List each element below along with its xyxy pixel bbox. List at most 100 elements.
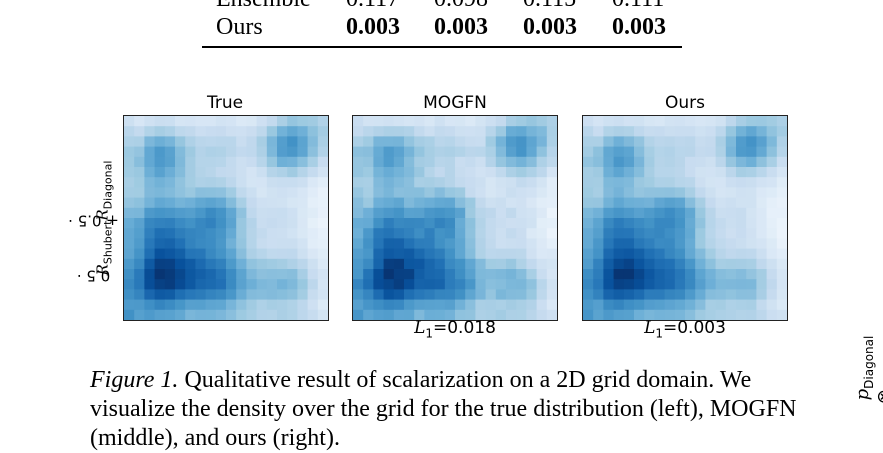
ylabel-prefix: 0.5 · (76, 266, 111, 285)
heatmap-cell (583, 248, 594, 260)
heatmap-cell (495, 126, 507, 137)
heatmap-cell (506, 228, 517, 239)
heatmap-cell (766, 197, 778, 209)
heatmap-cell (705, 177, 717, 188)
heatmap-cell (756, 156, 768, 168)
heatmap-cell (124, 289, 135, 301)
heatmap-cell (725, 269, 737, 280)
heatmap-cell (287, 126, 298, 137)
heatmap-cell (256, 248, 268, 260)
row-value: 0.003 (346, 14, 400, 40)
heatmap-cell (353, 218, 364, 229)
heatmap-cell (266, 248, 278, 260)
heatmap-cell (317, 187, 328, 199)
heatmap-cell (674, 177, 686, 188)
heatmap-cell (373, 197, 385, 209)
heatmap-cell (277, 228, 288, 239)
heatmap-cell (583, 269, 594, 280)
heatmap-cell (256, 228, 268, 239)
heatmap-cell (485, 228, 497, 239)
heatmap-cell (654, 207, 666, 219)
heatmap-cell (526, 228, 538, 239)
heatmap-cell (226, 279, 237, 290)
heatmap-cell (623, 248, 635, 260)
heatmap-cell (613, 207, 625, 219)
heatmap-cell (526, 197, 538, 209)
heatmap-cell (674, 238, 686, 250)
heatmap-cell (644, 167, 655, 178)
heatmap-cell (404, 299, 415, 311)
heatmap-cell (736, 299, 747, 311)
heatmap-cell (215, 136, 227, 148)
heatmap-cell (383, 279, 395, 290)
heatmap-cell (444, 167, 456, 178)
heatmap-cell (506, 116, 517, 127)
heatmap-cell (414, 238, 425, 250)
heatmap-cell (715, 258, 727, 270)
heatmap-cell (475, 299, 487, 311)
heatmap-cell (736, 126, 747, 137)
heatmap-cell (444, 299, 456, 311)
heatmap-cell (746, 136, 757, 148)
heatmap-cell (154, 156, 166, 168)
heatmap-cell (256, 269, 268, 280)
heatmap-cell (297, 218, 309, 229)
heatmap-cell (383, 269, 395, 280)
heatmap-cell (353, 167, 364, 178)
heatmap-cell (134, 177, 145, 188)
heatmap-cell (144, 167, 156, 178)
heatmap-cell (664, 299, 676, 311)
heatmap-cell (644, 228, 655, 239)
heatmap-cell (776, 218, 787, 229)
heatmap-cell (317, 258, 328, 270)
heatmap-cell (363, 289, 374, 301)
heatmap-cell (705, 218, 717, 229)
heatmap-cell (654, 258, 666, 270)
heatmap-cell (277, 248, 288, 260)
heatmap-cell (164, 207, 176, 219)
heatmap-cell (546, 116, 557, 127)
heatmap-cell (205, 248, 217, 260)
heatmap-cell (317, 218, 328, 229)
heatmap-cell (695, 228, 706, 239)
heatmap-cell (363, 269, 374, 280)
heatmap-cell (776, 126, 787, 137)
heatmap-cell (297, 197, 309, 209)
heatmap-cell (634, 197, 645, 209)
heatmap-cell (124, 177, 135, 188)
heatmap-cell (613, 126, 625, 137)
heatmap-cell (434, 126, 446, 137)
heatmap-cell (465, 187, 476, 199)
heatmap-cell (495, 136, 507, 148)
heatmap-cell (363, 207, 374, 219)
heatmap-cell (526, 156, 538, 168)
heatmap-cell (705, 187, 717, 199)
heatmap-cell (363, 146, 374, 158)
heatmap-cell (736, 197, 747, 209)
heatmap-cell (485, 136, 497, 148)
heatmap-cell (613, 116, 625, 127)
heatmap-cell (383, 116, 395, 127)
heatmap-cell (124, 248, 135, 260)
heatmap-cell (603, 228, 615, 239)
heatmap-cell (705, 167, 717, 178)
heatmap-cell (593, 146, 604, 158)
heatmap-cell (506, 258, 517, 270)
heatmap-cell (685, 299, 696, 311)
heatmap-cell (144, 116, 156, 127)
heatmap-cell (236, 146, 247, 158)
heatmap-cell (393, 116, 405, 127)
heatmap-cell (393, 299, 405, 311)
heatmap-cell (695, 126, 706, 137)
metric-var: L (644, 318, 656, 338)
row-value: 0.003 (434, 14, 488, 40)
heatmap-cell (414, 299, 425, 311)
heatmap-cell (124, 146, 135, 158)
heatmap-cell (603, 279, 615, 290)
heatmap-cell (593, 279, 604, 290)
heatmap-cell (175, 187, 186, 199)
heatmap-cell (495, 187, 507, 199)
heatmap-cell (287, 218, 298, 229)
heatmap-cell (175, 146, 186, 158)
heatmap-cell (266, 116, 278, 127)
